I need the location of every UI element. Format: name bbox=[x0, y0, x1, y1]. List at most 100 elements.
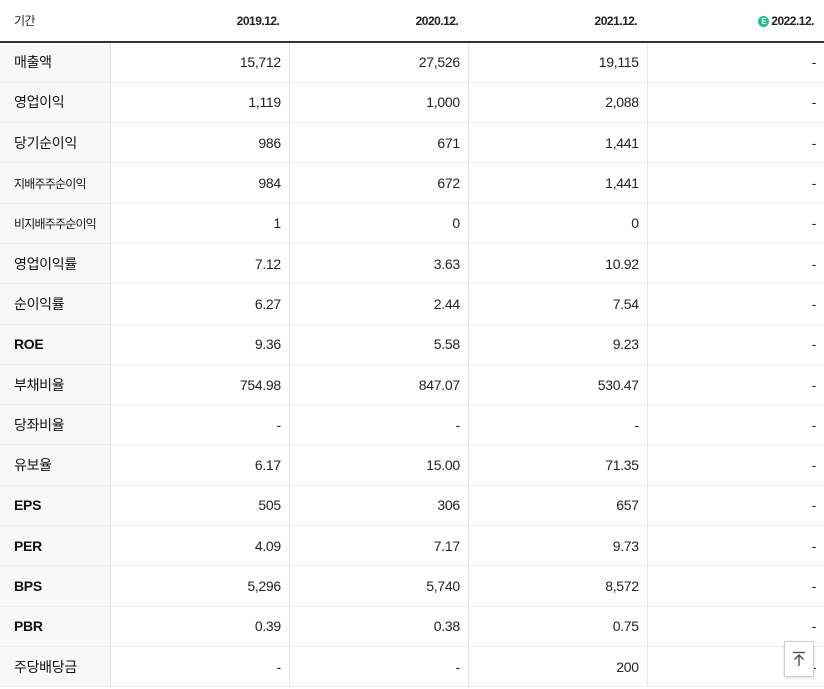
table-row-noncontrolling-net-income: 비지배주주순이익 1 0 0 - bbox=[0, 203, 824, 244]
table-row-controlling-net-income: 지배주주순이익 984 672 1,441 - bbox=[0, 162, 824, 204]
table-cell: - bbox=[109, 404, 290, 446]
table-cell: 7.54 bbox=[467, 283, 648, 325]
table-cell: 986 bbox=[109, 122, 290, 164]
period-header-2022-text: 2022.12. bbox=[771, 13, 814, 28]
row-label: 당좌비율 bbox=[0, 404, 111, 446]
table-cell: 0.75 bbox=[467, 606, 648, 647]
table-cell: 754.98 bbox=[109, 363, 290, 406]
table-cell: 10.92 bbox=[467, 242, 648, 285]
table-cell: 505 bbox=[109, 484, 290, 527]
period-header-label: 기간 bbox=[0, 0, 111, 43]
table-cell: 7.17 bbox=[288, 525, 469, 567]
table-cell: 0.38 bbox=[288, 606, 469, 647]
table-header-row: 기간 2019.12. 2020.12. 2021.12. E 2022.12. bbox=[0, 0, 824, 43]
table-cell: 657 bbox=[467, 484, 648, 527]
table-row-debt-ratio: 부채비율 754.98 847.07 530.47 - bbox=[0, 363, 824, 406]
table-cell: 0 bbox=[467, 203, 648, 244]
row-label: EPS bbox=[0, 484, 111, 527]
table-cell: 847.07 bbox=[288, 363, 469, 406]
table-cell: 1,441 bbox=[467, 162, 648, 204]
row-label: PBR bbox=[0, 606, 111, 647]
table-cell: 9.73 bbox=[467, 525, 648, 567]
row-label: 부채비율 bbox=[0, 363, 111, 406]
table-cell: 5,740 bbox=[288, 565, 469, 607]
table-cell: 8,572 bbox=[467, 565, 648, 607]
period-header-2020: 2020.12. bbox=[289, 0, 469, 43]
table-cell: 3.63 bbox=[288, 242, 469, 285]
table-cell: 9.36 bbox=[109, 324, 290, 365]
table-row-operating-margin: 영업이익률 7.12 3.63 10.92 - bbox=[0, 242, 824, 285]
table-cell: - bbox=[646, 122, 824, 164]
row-label: 지배주주순이익 bbox=[0, 162, 111, 204]
row-label: PER bbox=[0, 525, 111, 567]
table-cell: 0 bbox=[288, 203, 469, 244]
table-cell: - bbox=[646, 324, 824, 365]
arrow-up-to-top-icon bbox=[793, 651, 805, 666]
row-label: ROE bbox=[0, 324, 111, 365]
table-row-net-margin: 순이익률 6.27 2.44 7.54 - bbox=[0, 283, 824, 325]
table-row-dividend-per-share: 주당배당금 - - 200 - bbox=[0, 645, 824, 688]
table-cell: - bbox=[646, 606, 824, 647]
table-cell: 1,119 bbox=[109, 82, 290, 124]
table-row-bps: BPS 5,296 5,740 8,572 - bbox=[0, 565, 824, 607]
row-label: 매출액 bbox=[0, 42, 111, 83]
table-cell: 15,712 bbox=[109, 42, 290, 83]
table-cell: 672 bbox=[288, 162, 469, 204]
table-cell: 1 bbox=[109, 203, 290, 244]
table-cell: 306 bbox=[288, 484, 469, 527]
table-cell: - bbox=[646, 82, 824, 124]
table-cell: 200 bbox=[467, 645, 648, 688]
table-cell: 2.44 bbox=[288, 283, 469, 325]
table-cell: 671 bbox=[288, 122, 469, 164]
table-row-eps: EPS 505 306 657 - bbox=[0, 484, 824, 527]
table-cell: - bbox=[646, 525, 824, 567]
row-label: 유보율 bbox=[0, 444, 111, 486]
table-cell: - bbox=[288, 404, 469, 446]
table-cell: - bbox=[646, 565, 824, 607]
table-cell: 1,441 bbox=[467, 122, 648, 164]
scroll-to-top-button[interactable] bbox=[784, 641, 814, 677]
table-cell: - bbox=[646, 444, 824, 486]
table-row-pbr: PBR 0.39 0.38 0.75 - bbox=[0, 606, 824, 647]
table-cell: 7.12 bbox=[109, 242, 290, 285]
table-cell: 984 bbox=[109, 162, 290, 204]
table-cell: 5.58 bbox=[288, 324, 469, 365]
table-cell: - bbox=[109, 645, 290, 688]
row-label: 영업이익률 bbox=[0, 242, 111, 285]
period-header-2021: 2021.12. bbox=[468, 0, 648, 43]
table-cell: 5,296 bbox=[109, 565, 290, 607]
table-row-reserve-ratio: 유보율 6.17 15.00 71.35 - bbox=[0, 444, 824, 486]
table-cell: - bbox=[288, 645, 469, 688]
table-row-per: PER 4.09 7.17 9.73 - bbox=[0, 525, 824, 567]
table-cell: 4.09 bbox=[109, 525, 290, 567]
row-label: 영업이익 bbox=[0, 82, 111, 124]
table-cell: - bbox=[646, 484, 824, 527]
table-cell: 6.17 bbox=[109, 444, 290, 486]
table-cell: 71.35 bbox=[467, 444, 648, 486]
table-cell: 15.00 bbox=[288, 444, 469, 486]
table-cell: - bbox=[646, 404, 824, 446]
table-cell: 9.23 bbox=[467, 324, 648, 365]
table-cell: - bbox=[646, 42, 824, 83]
table-cell: 2,088 bbox=[467, 82, 648, 124]
row-label: BPS bbox=[0, 565, 111, 607]
row-label: 순이익률 bbox=[0, 283, 111, 325]
period-header-2022: E 2022.12. bbox=[647, 0, 824, 43]
row-label: 비지배주주순이익 bbox=[0, 203, 111, 244]
table-cell: - bbox=[646, 203, 824, 244]
period-header-2019: 2019.12. bbox=[110, 0, 290, 43]
table-cell: 530.47 bbox=[467, 363, 648, 406]
row-label: 주당배당금 bbox=[0, 645, 111, 688]
table-row-quick-ratio: 당좌비율 - - - - bbox=[0, 404, 824, 446]
table-cell: 1,000 bbox=[288, 82, 469, 124]
table-cell: - bbox=[646, 242, 824, 285]
table-cell: - bbox=[646, 162, 824, 204]
table-cell: - bbox=[646, 283, 824, 325]
table-cell: 0.39 bbox=[109, 606, 290, 647]
estimate-badge-icon: E bbox=[758, 15, 770, 27]
table-cell: - bbox=[646, 363, 824, 406]
table-row-operating-income: 영업이익 1,119 1,000 2,088 - bbox=[0, 82, 824, 124]
table-cell: 19,115 bbox=[467, 42, 648, 83]
table-cell: 6.27 bbox=[109, 283, 290, 325]
